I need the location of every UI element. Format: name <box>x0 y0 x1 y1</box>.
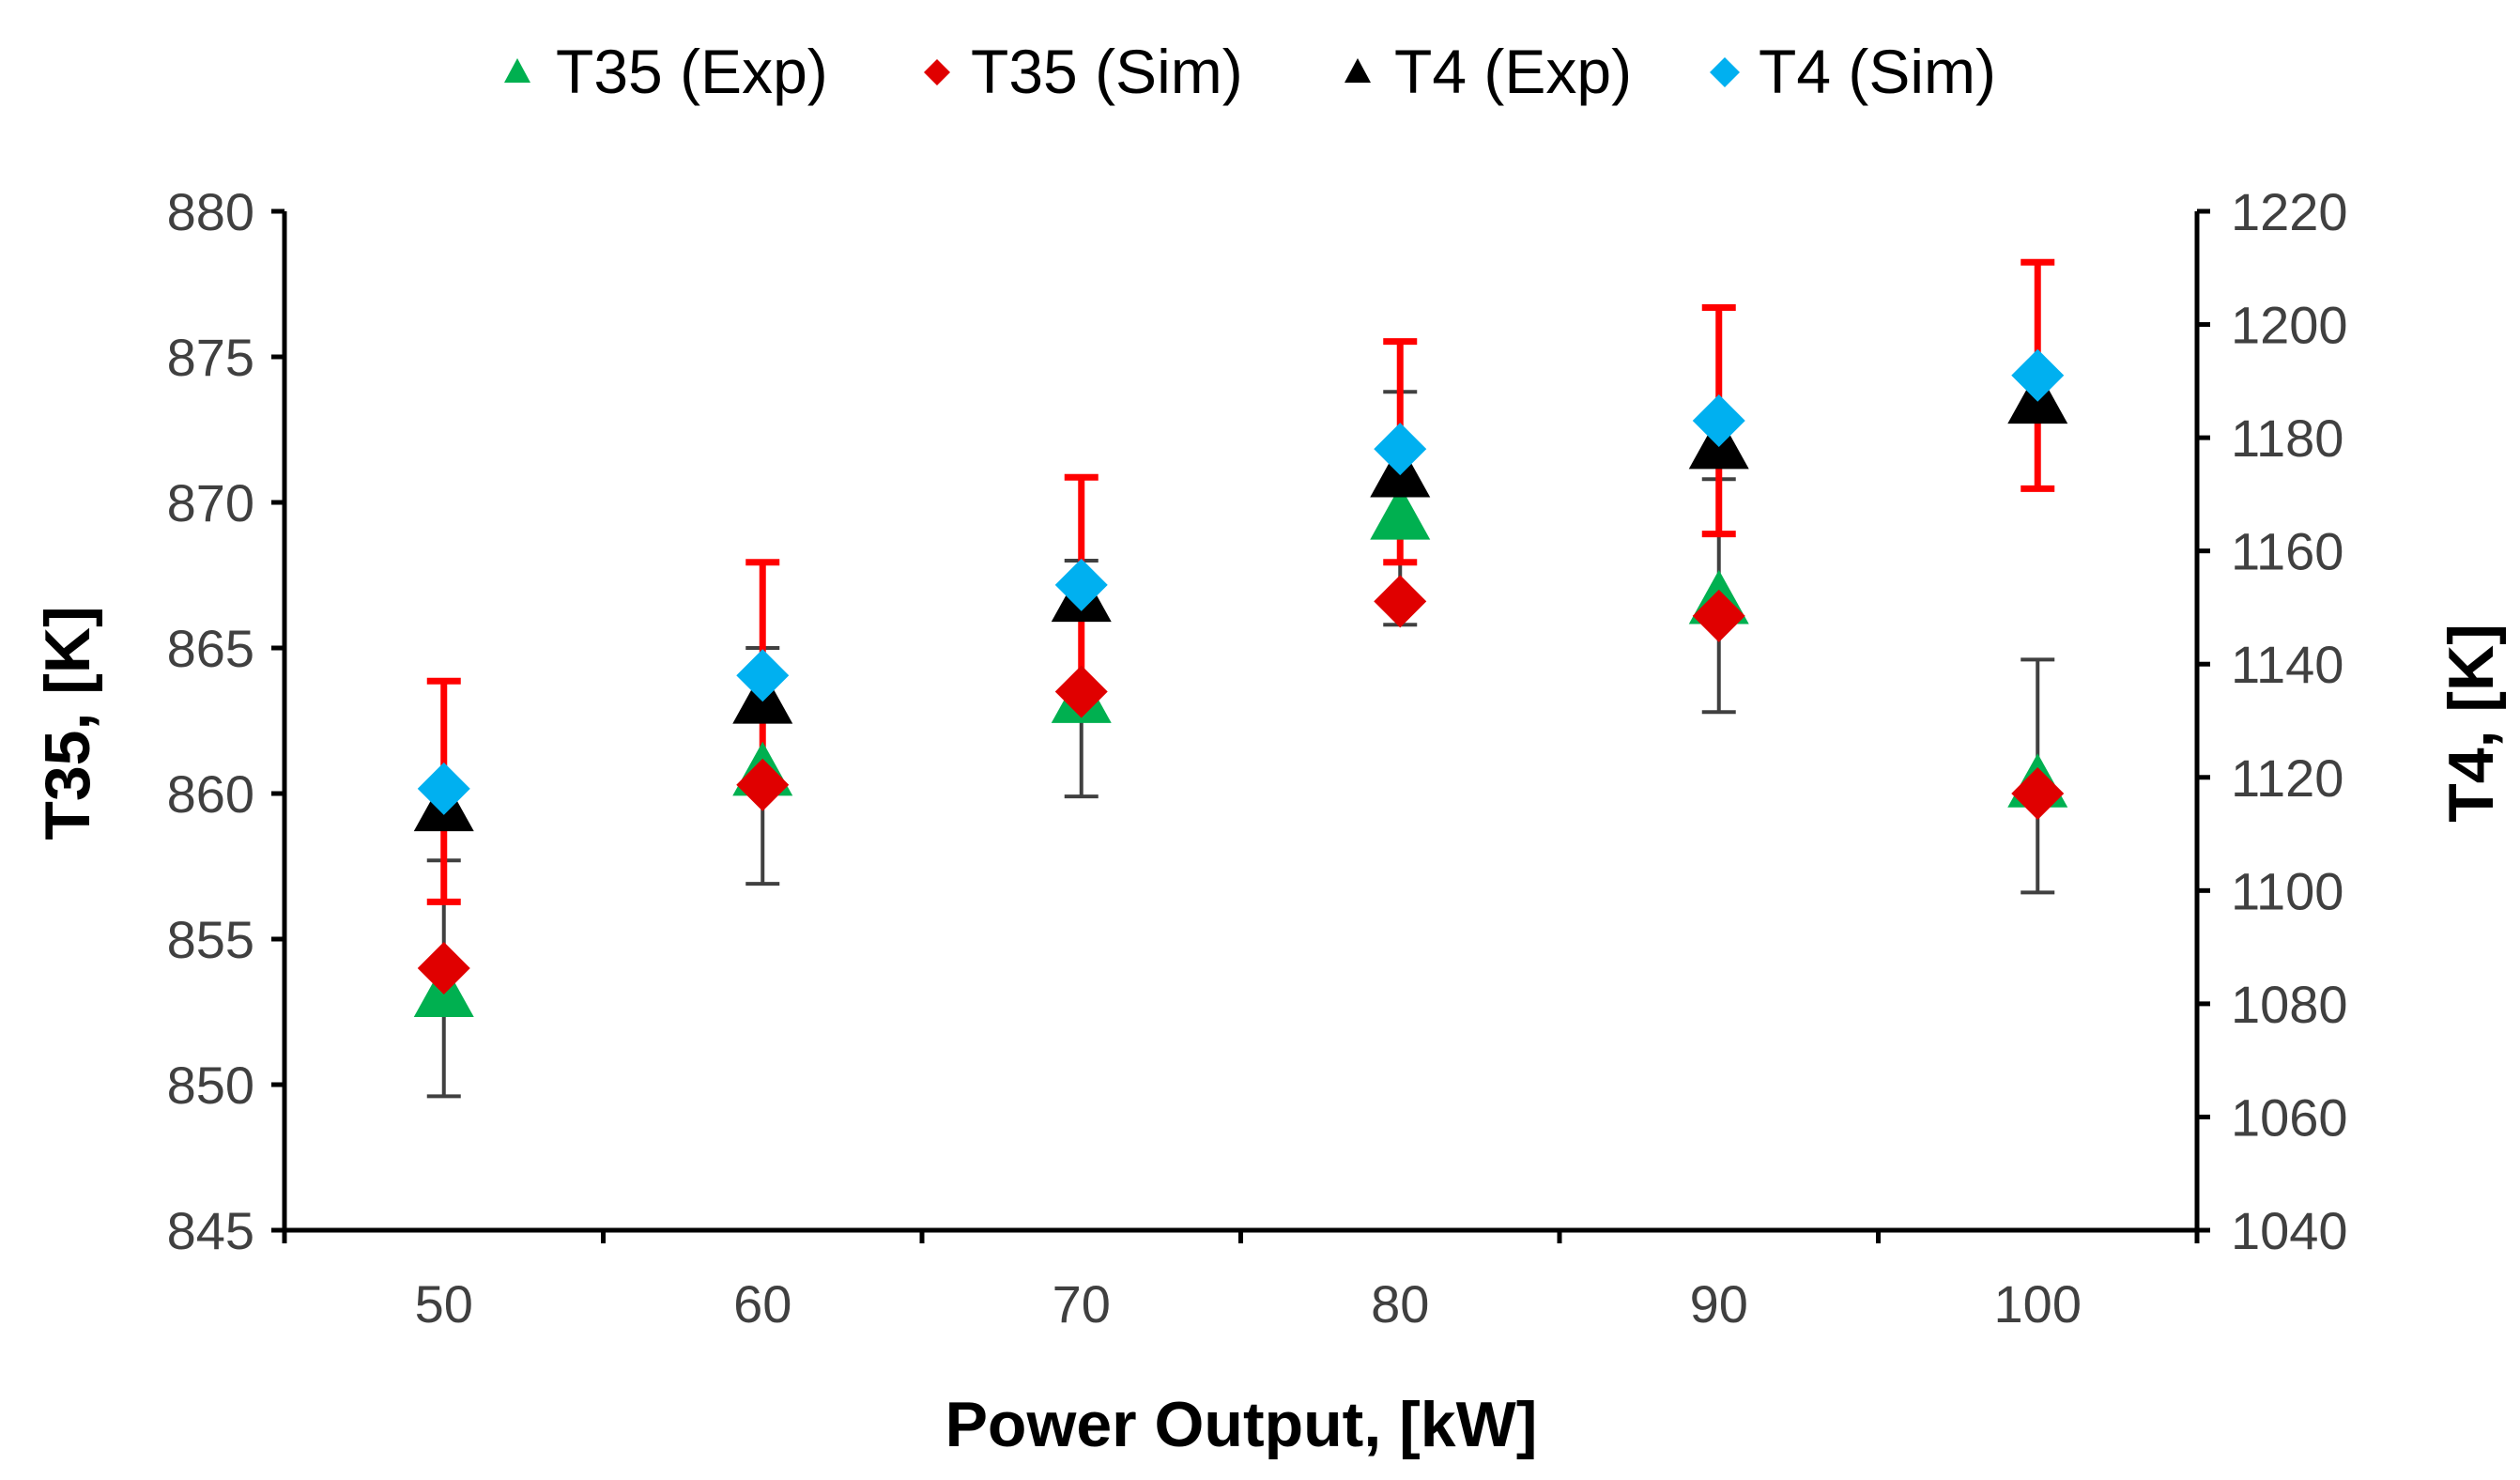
axes <box>282 211 2200 1233</box>
legend-marker-t4-exp <box>1345 58 1371 83</box>
x-axis-ticks: 50 60 70 80 90 100 <box>282 1230 2200 1334</box>
t35-exp-point <box>1370 486 1431 540</box>
left-tick-label: 860 <box>167 764 254 824</box>
t4-sim-point <box>2011 348 2065 402</box>
left-tick-label: 865 <box>167 619 254 678</box>
t4-sim-point <box>736 649 790 702</box>
left-tick-label: 845 <box>167 1201 254 1260</box>
right-tick-label: 1100 <box>2231 861 2343 920</box>
left-tick-label: 850 <box>167 1056 254 1115</box>
left-tick-label: 875 <box>167 328 254 387</box>
t4-sim-point <box>1374 423 1427 476</box>
right-tick-label: 1140 <box>2231 635 2343 694</box>
legend-label-t35-exp: T35 (Exp) <box>556 37 828 106</box>
legend-marker-t35-exp <box>504 58 530 83</box>
left-tick-label: 880 <box>167 182 254 241</box>
left-tick-label: 870 <box>167 473 254 532</box>
data-points <box>413 348 2068 1017</box>
t35-sim-point <box>1054 665 1108 718</box>
legend-marker-t35-sim <box>924 59 950 85</box>
right-tick-label: 1180 <box>2231 409 2343 468</box>
t35-sim-point <box>417 942 470 994</box>
left-axis-ticks: 845 850 855 860 865 870 875 880 <box>167 182 284 1260</box>
legend-marker-t4-sim <box>1710 57 1740 87</box>
x-tick-label: 70 <box>1053 1274 1111 1334</box>
legend-label-t4-sim: T4 (Sim) <box>1759 37 1996 106</box>
x-tick-label: 60 <box>733 1274 791 1334</box>
t35-sim-point <box>1692 589 1745 642</box>
left-tick-label: 855 <box>167 910 254 969</box>
legend: T35 (Exp) T35 (Sim) T4 (Exp) T4 (Sim) <box>504 37 1996 106</box>
error-bars <box>426 258 2055 1099</box>
right-tick-label: 1040 <box>2231 1201 2348 1260</box>
t35-sim-point <box>736 758 790 811</box>
right-tick-label: 1160 <box>2231 522 2343 581</box>
x-tick-label: 90 <box>1690 1274 1748 1334</box>
legend-label-t4-exp: T4 (Exp) <box>1394 37 1632 106</box>
t4-sim-point <box>417 762 470 815</box>
y2-axis-title: T4, [K] <box>2435 624 2507 823</box>
right-tick-label: 1200 <box>2231 296 2348 355</box>
legend-label-t35-sim: T35 (Sim) <box>971 37 1243 106</box>
x-axis-title: Power Output, [kW] <box>945 1389 1538 1460</box>
t4-sim-point <box>1054 558 1108 611</box>
right-tick-label: 1220 <box>2231 182 2348 241</box>
right-axis-ticks: 1040 1060 1080 1100 1120 1140 1160 1180 1200 1220 <box>2197 182 2348 1260</box>
right-tick-label: 1080 <box>2231 975 2348 1034</box>
y-axis-title: T35, [K] <box>32 606 103 840</box>
t35-sim-point <box>2011 767 2065 820</box>
x-tick-label: 50 <box>415 1274 473 1334</box>
t35-sim-point <box>1374 575 1427 628</box>
x-tick-label: 100 <box>1994 1274 2082 1334</box>
t4-sim-point <box>1692 394 1745 448</box>
right-tick-label: 1120 <box>2231 748 2343 808</box>
x-tick-label: 80 <box>1371 1274 1429 1334</box>
right-tick-label: 1060 <box>2231 1087 2348 1147</box>
